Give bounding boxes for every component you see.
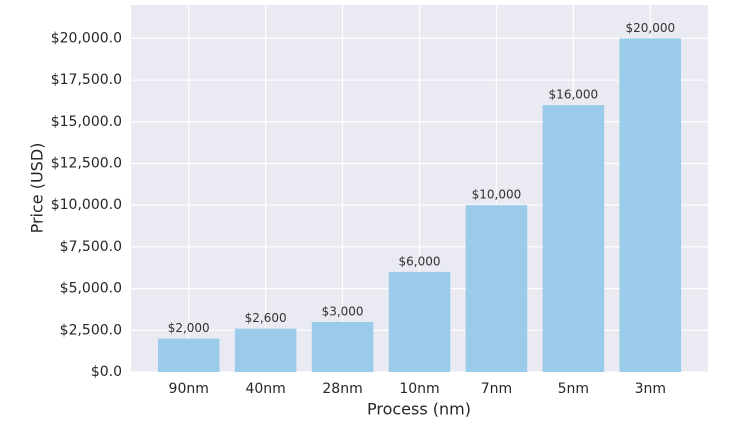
x-tick-label: 5nm [558, 381, 589, 397]
value-label: $20,000 [625, 21, 675, 35]
bar [234, 328, 297, 372]
bar [465, 205, 528, 372]
bar [388, 271, 451, 372]
x-tick-label: 7nm [481, 381, 512, 397]
y-axis-label: Price (USD) [28, 143, 47, 234]
x-axis-label: Process (nm) [367, 400, 471, 419]
value-label: $10,000 [472, 188, 522, 202]
x-tick-label: 40nm [245, 381, 285, 397]
value-label: $16,000 [549, 88, 599, 102]
value-label: $2,000 [168, 321, 210, 335]
x-tick-label: 3nm [635, 381, 666, 397]
y-tick-label: $12,500.0 [51, 155, 122, 171]
y-tick-label: $17,500.0 [51, 72, 122, 88]
bar [619, 38, 682, 372]
y-tick-label: $5,000.0 [60, 281, 122, 297]
y-tick-label: $20,000.0 [51, 30, 122, 46]
bar [542, 105, 605, 372]
y-tick-label: $10,000.0 [51, 197, 122, 213]
x-tick-label: 28nm [322, 381, 362, 397]
value-label: $6,000 [399, 254, 441, 268]
x-tick-label: 10nm [399, 381, 439, 397]
value-label: $2,600 [245, 311, 287, 325]
y-tick-label: $7,500.0 [60, 239, 122, 255]
bar [157, 338, 220, 372]
bar [311, 321, 374, 372]
value-label: $3,000 [322, 304, 364, 318]
y-tick-label: $2,500.0 [60, 322, 122, 338]
y-tick-label: $15,000.0 [51, 114, 122, 130]
y-tick-label: $0.0 [91, 364, 122, 380]
x-tick-label: 90nm [169, 381, 209, 397]
